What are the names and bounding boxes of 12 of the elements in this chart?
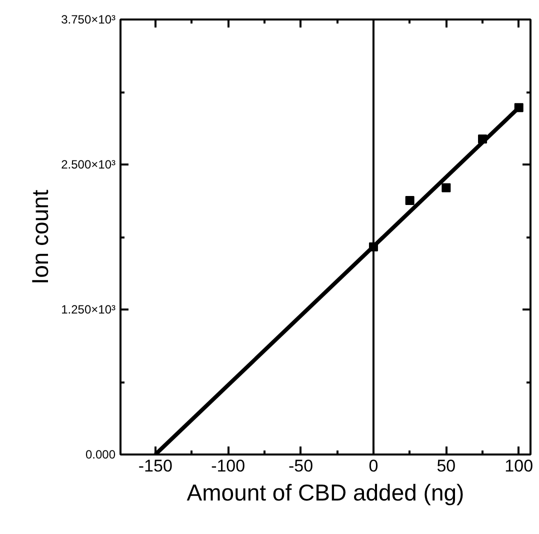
y-tick-label: 2.500×10³ [61,158,116,172]
x-tick-label: -100 [211,456,246,476]
x-axis-title: Amount of CBD added (ng) [186,480,464,506]
x-tick-label: 0 [368,456,378,476]
y-tick-label: 0.000 [85,448,116,462]
x-tick-label: -50 [288,456,314,476]
y-tick-label: 3.750×10³ [61,12,116,26]
y-tick-label: 1.250×10³ [61,302,116,316]
x-tick-label: 100 [504,456,534,476]
x-tick-label: 50 [436,456,456,476]
x-tick-label: -150 [138,456,172,476]
y-axis-title: Ion count [27,189,54,284]
